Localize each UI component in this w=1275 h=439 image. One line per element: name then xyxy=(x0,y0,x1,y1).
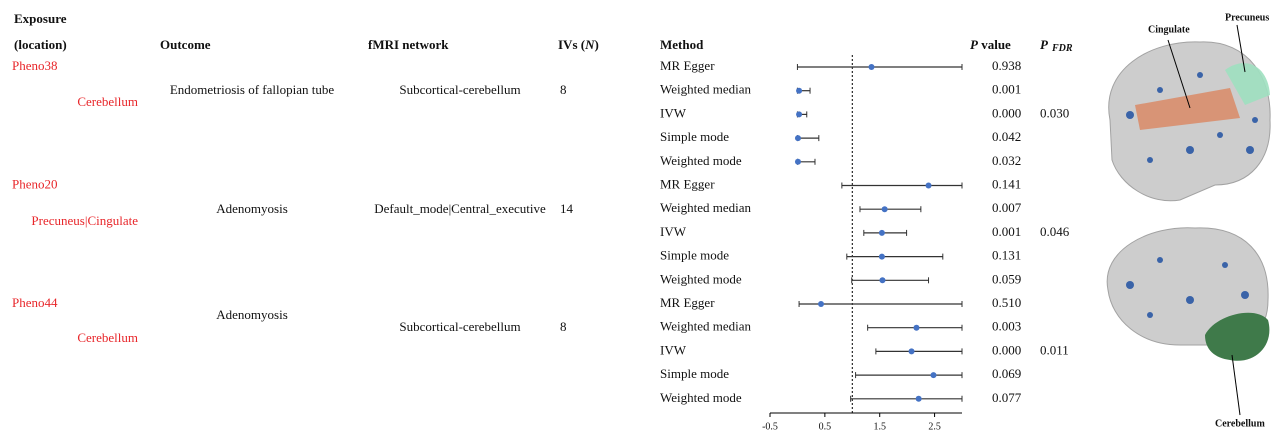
estimate-point xyxy=(878,253,885,260)
method: MR Egger xyxy=(660,176,715,191)
header-location: (location) xyxy=(14,37,67,52)
ivs: 14 xyxy=(560,201,574,216)
location: Cerebellum xyxy=(77,94,138,109)
location: Precuneus|Cingulate xyxy=(31,213,138,228)
header-outcome: Outcome xyxy=(160,37,211,52)
p-fdr: 0.030 xyxy=(1040,105,1069,120)
x-tick-label: -0.5 xyxy=(762,421,778,432)
estimate-point xyxy=(878,229,885,236)
estimate-point xyxy=(794,135,801,142)
p-value: 0.938 xyxy=(992,58,1021,73)
estimate-point xyxy=(794,158,801,165)
outcome: Adenomyosis xyxy=(216,201,288,216)
method: Simple mode xyxy=(660,248,729,263)
estimate-point xyxy=(881,206,888,213)
estimate-point xyxy=(868,64,875,70)
method: Weighted mode xyxy=(660,271,742,286)
method: Weighted mode xyxy=(660,153,742,168)
estimate-point xyxy=(913,324,920,331)
exposure: Pheno38 xyxy=(12,58,58,73)
estimate-point xyxy=(908,348,915,355)
x-tick-label: 1.5 xyxy=(873,421,886,432)
method: Weighted mode xyxy=(660,390,742,405)
method: Simple mode xyxy=(660,366,729,381)
x-tick-label: 2.5 xyxy=(928,421,941,432)
network: Subcortical-cerebellum xyxy=(399,82,520,97)
exposure: Pheno20 xyxy=(12,176,58,191)
method: MR Egger xyxy=(660,295,715,310)
ivs: 8 xyxy=(560,82,567,97)
p-value: 0.141 xyxy=(992,176,1021,191)
p-value: 0.131 xyxy=(992,248,1021,263)
network: Default_mode|Central_executive xyxy=(374,201,546,216)
method: IVW xyxy=(660,105,687,120)
p-value: 0.059 xyxy=(992,271,1021,286)
outcome: Adenomyosis xyxy=(216,307,288,322)
method: MR Egger xyxy=(660,58,715,73)
label-cingulate: Cingulate xyxy=(1148,24,1190,35)
p-value: 0.077 xyxy=(992,390,1022,405)
p-value: 0.032 xyxy=(992,153,1021,168)
outcome: Endometriosis of fallopian tube xyxy=(170,82,335,97)
method: Simple mode xyxy=(660,129,729,144)
p-value: 0.000 xyxy=(992,342,1021,357)
header-p-value: P value xyxy=(970,37,1011,52)
method: IVW xyxy=(660,224,687,239)
p-value: 0.007 xyxy=(992,200,1022,215)
method: Weighted median xyxy=(660,82,752,97)
p-value: 0.001 xyxy=(992,224,1021,239)
exposure: Pheno44 xyxy=(12,295,58,310)
p-fdr: 0.011 xyxy=(1040,342,1069,357)
p-value: 0.000 xyxy=(992,105,1021,120)
estimate-point xyxy=(925,182,932,189)
p-value: 0.510 xyxy=(992,295,1021,310)
label-cerebellum: Cerebellum xyxy=(1215,418,1265,429)
header-network: fMRI network xyxy=(368,37,449,52)
estimate-point xyxy=(915,395,922,402)
p-value: 0.069 xyxy=(992,366,1021,381)
network: Subcortical-cerebellum xyxy=(399,319,520,334)
header-method: Method xyxy=(660,37,704,52)
estimate-point xyxy=(930,372,937,379)
brain-bottom xyxy=(1106,227,1270,416)
p-value: 0.042 xyxy=(992,129,1021,144)
estimate-point xyxy=(796,111,803,118)
method: Weighted median xyxy=(660,200,752,215)
ivs: 8 xyxy=(560,319,567,334)
label-precuneus: Precuneus xyxy=(1225,12,1269,23)
x-tick-label: 0.5 xyxy=(819,421,832,432)
method: IVW xyxy=(660,342,687,357)
p-value: 0.001 xyxy=(992,82,1021,97)
header-p-fdr: P FDR xyxy=(1040,37,1073,54)
p-value: 0.003 xyxy=(992,319,1021,334)
brain-top xyxy=(1108,24,1271,202)
estimate-point xyxy=(796,87,803,94)
estimate-point xyxy=(818,301,825,307)
header-exposure: Exposure xyxy=(14,11,67,26)
estimate-point xyxy=(879,277,886,284)
location: Cerebellum xyxy=(77,330,138,345)
method: Weighted median xyxy=(660,319,752,334)
header-ivs: IVs (N) xyxy=(558,37,599,52)
p-fdr: 0.046 xyxy=(1040,224,1070,239)
